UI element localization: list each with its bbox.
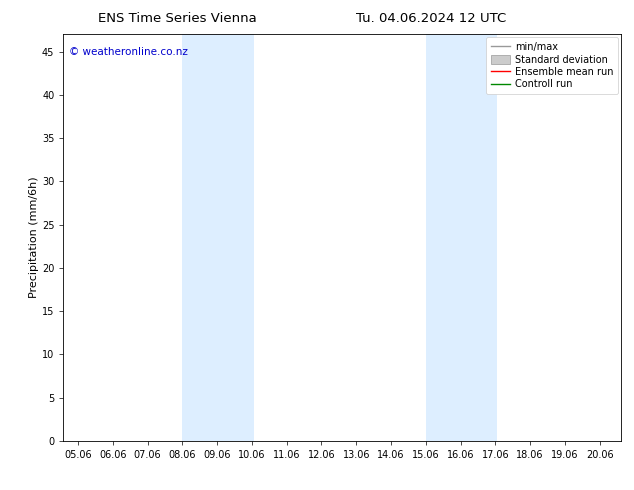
Text: ENS Time Series Vienna: ENS Time Series Vienna — [98, 12, 257, 25]
Text: Tu. 04.06.2024 12 UTC: Tu. 04.06.2024 12 UTC — [356, 12, 506, 25]
Legend: min/max, Standard deviation, Ensemble mean run, Controll run: min/max, Standard deviation, Ensemble me… — [486, 37, 618, 94]
Y-axis label: Precipitation (mm/6h): Precipitation (mm/6h) — [29, 177, 39, 298]
Text: © weatheronline.co.nz: © weatheronline.co.nz — [69, 47, 188, 56]
Bar — [426, 34, 498, 441]
Bar — [183, 34, 254, 441]
